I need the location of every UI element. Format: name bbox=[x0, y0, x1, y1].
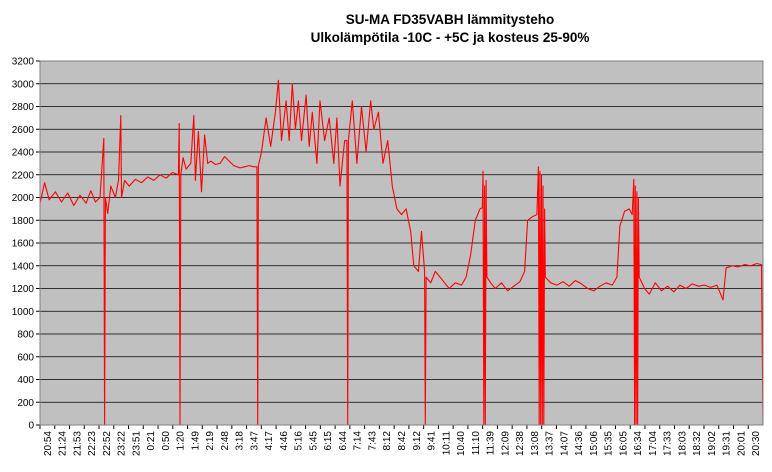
x-tick-label: 20:30 bbox=[751, 431, 762, 456]
y-tick-label: 2000 bbox=[12, 193, 35, 204]
x-tick-label: 13:08 bbox=[530, 431, 541, 456]
y-tick-label: 1400 bbox=[12, 261, 35, 272]
y-tick-label: 3000 bbox=[12, 79, 35, 90]
x-tick-label: 6:15 bbox=[323, 431, 334, 451]
x-tick-label: 12:09 bbox=[500, 431, 511, 456]
y-tick-label: 1600 bbox=[12, 239, 35, 250]
x-tick-label: 14:36 bbox=[574, 431, 585, 456]
y-tick-label: 1800 bbox=[12, 216, 35, 227]
x-tick-label: 23:22 bbox=[117, 431, 128, 456]
y-tick-label: 400 bbox=[17, 375, 34, 386]
x-tick-label: 2:19 bbox=[205, 431, 216, 451]
x-tick-label: 15:06 bbox=[589, 431, 600, 456]
x-tick-label: 20:54 bbox=[43, 431, 54, 456]
x-tick-label: 13:37 bbox=[545, 431, 556, 456]
x-tick-label: 3:18 bbox=[235, 431, 246, 451]
x-tick-label: 1:49 bbox=[190, 431, 201, 451]
x-tick-label: 0:21 bbox=[146, 431, 157, 451]
y-tick-label: 1200 bbox=[12, 284, 35, 295]
x-tick-label: 1:20 bbox=[176, 431, 187, 451]
x-tick-label: 20:01 bbox=[736, 431, 747, 456]
series-line bbox=[39, 79, 764, 426]
x-tick-label: 9:41 bbox=[427, 431, 438, 451]
y-tick-label: 3200 bbox=[12, 57, 35, 68]
chart-title: SU-MA FD35VABH lämmitysteho bbox=[346, 12, 555, 27]
y-tick-label: 600 bbox=[17, 352, 34, 363]
axes bbox=[39, 60, 764, 426]
x-tick-label: 8:42 bbox=[397, 431, 408, 451]
x-tick-label: 17:33 bbox=[663, 431, 674, 456]
x-tick-label: 8:12 bbox=[382, 431, 393, 451]
x-tick-label: 22:23 bbox=[87, 431, 98, 456]
x-tick-label: 9:12 bbox=[412, 431, 423, 451]
x-tick-label: 4:17 bbox=[264, 431, 275, 451]
x-tick-label: 16:34 bbox=[633, 431, 644, 456]
x-axis-ticks: 20:54 21:24 21:53 22:23 22:52 23:22 23:51 0:21 0… bbox=[39, 425, 762, 456]
y-tick-label: 200 bbox=[17, 398, 34, 409]
plot-border bbox=[39, 60, 764, 426]
x-tick-label: 17:04 bbox=[648, 431, 659, 456]
series-layer bbox=[39, 79, 764, 426]
x-tick-label: 12:38 bbox=[515, 431, 526, 456]
x-tick-label: 3:47 bbox=[249, 431, 260, 451]
y-tick-label: 2200 bbox=[12, 170, 35, 181]
x-tick-label: 5:16 bbox=[294, 431, 305, 451]
x-tick-label: 16:05 bbox=[618, 431, 629, 456]
x-tick-label: 10:11 bbox=[441, 431, 452, 456]
x-tick-label: 19:31 bbox=[722, 431, 733, 456]
y-tick-label: 0 bbox=[28, 421, 34, 432]
y-tick-label: 1000 bbox=[12, 307, 35, 318]
x-tick-label: 7:14 bbox=[353, 431, 364, 451]
x-tick-label: 5:45 bbox=[308, 431, 319, 451]
x-tick-label: 4:46 bbox=[279, 431, 290, 451]
x-tick-label: 18:03 bbox=[677, 431, 688, 456]
x-tick-label: 15:35 bbox=[604, 431, 615, 456]
x-tick-label: 23:51 bbox=[131, 431, 142, 456]
x-tick-label: 22:52 bbox=[102, 431, 113, 456]
y-tick-label: 2400 bbox=[12, 148, 35, 159]
chart-subtitle: Ulkolämpötila -10C - +5C ja kosteus 25-9… bbox=[311, 30, 590, 45]
x-tick-label: 19:02 bbox=[707, 431, 718, 456]
x-tick-label: 0:50 bbox=[161, 431, 172, 451]
x-tick-label: 11:10 bbox=[471, 431, 482, 456]
y-tick-label: 2800 bbox=[12, 102, 35, 113]
x-tick-label: 10:40 bbox=[456, 431, 467, 456]
x-tick-label: 21:24 bbox=[58, 431, 69, 456]
x-tick-label: 11:39 bbox=[486, 431, 497, 456]
x-tick-label: 14:07 bbox=[559, 431, 570, 456]
x-tick-label: 21:53 bbox=[72, 431, 83, 456]
x-tick-label: 6:44 bbox=[338, 431, 349, 451]
gridlines bbox=[40, 60, 763, 403]
x-tick-label: 18:32 bbox=[692, 431, 703, 456]
y-tick-label: 2600 bbox=[12, 125, 35, 136]
x-tick-label: 2:48 bbox=[220, 431, 231, 451]
y-tick-label: 800 bbox=[17, 330, 34, 341]
x-tick-label: 7:43 bbox=[367, 431, 378, 451]
y-axis-ticks: 0 200 400 600 800 1000 1200 1400 1600 1800 2000 220… bbox=[12, 57, 40, 432]
